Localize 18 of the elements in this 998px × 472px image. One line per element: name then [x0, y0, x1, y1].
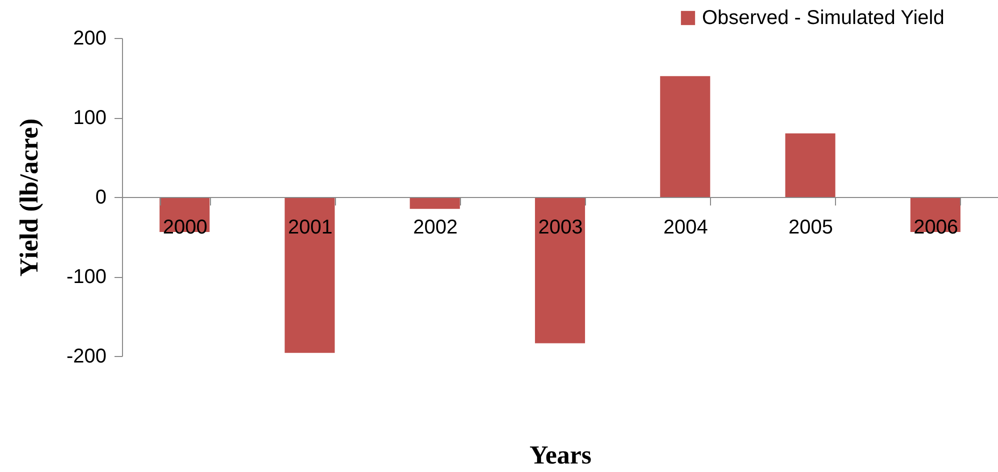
x-tick-label: 2003: [538, 216, 583, 238]
x-axis-title: Years: [529, 440, 592, 470]
bar: [534, 197, 586, 344]
x-tick-label: 2001: [288, 216, 332, 238]
bar: [410, 197, 460, 209]
legend-label: Observed - Simulated Yield: [702, 7, 944, 29]
y-tick-label: 0: [95, 186, 106, 208]
y-tick-label: 200: [73, 28, 106, 50]
bar: [660, 76, 710, 197]
y-tick-label: -200: [66, 346, 106, 368]
y-tick-label: -100: [66, 266, 106, 288]
x-tick-label: 2005: [788, 216, 834, 238]
x-tick-label: 2004: [663, 216, 708, 238]
y-axis-title: Yield (lb/acre): [14, 118, 44, 277]
bar: [284, 197, 335, 353]
x-tick-label: 2002: [413, 216, 458, 238]
bar: [785, 133, 836, 197]
y-tick-label: 100: [73, 107, 106, 129]
